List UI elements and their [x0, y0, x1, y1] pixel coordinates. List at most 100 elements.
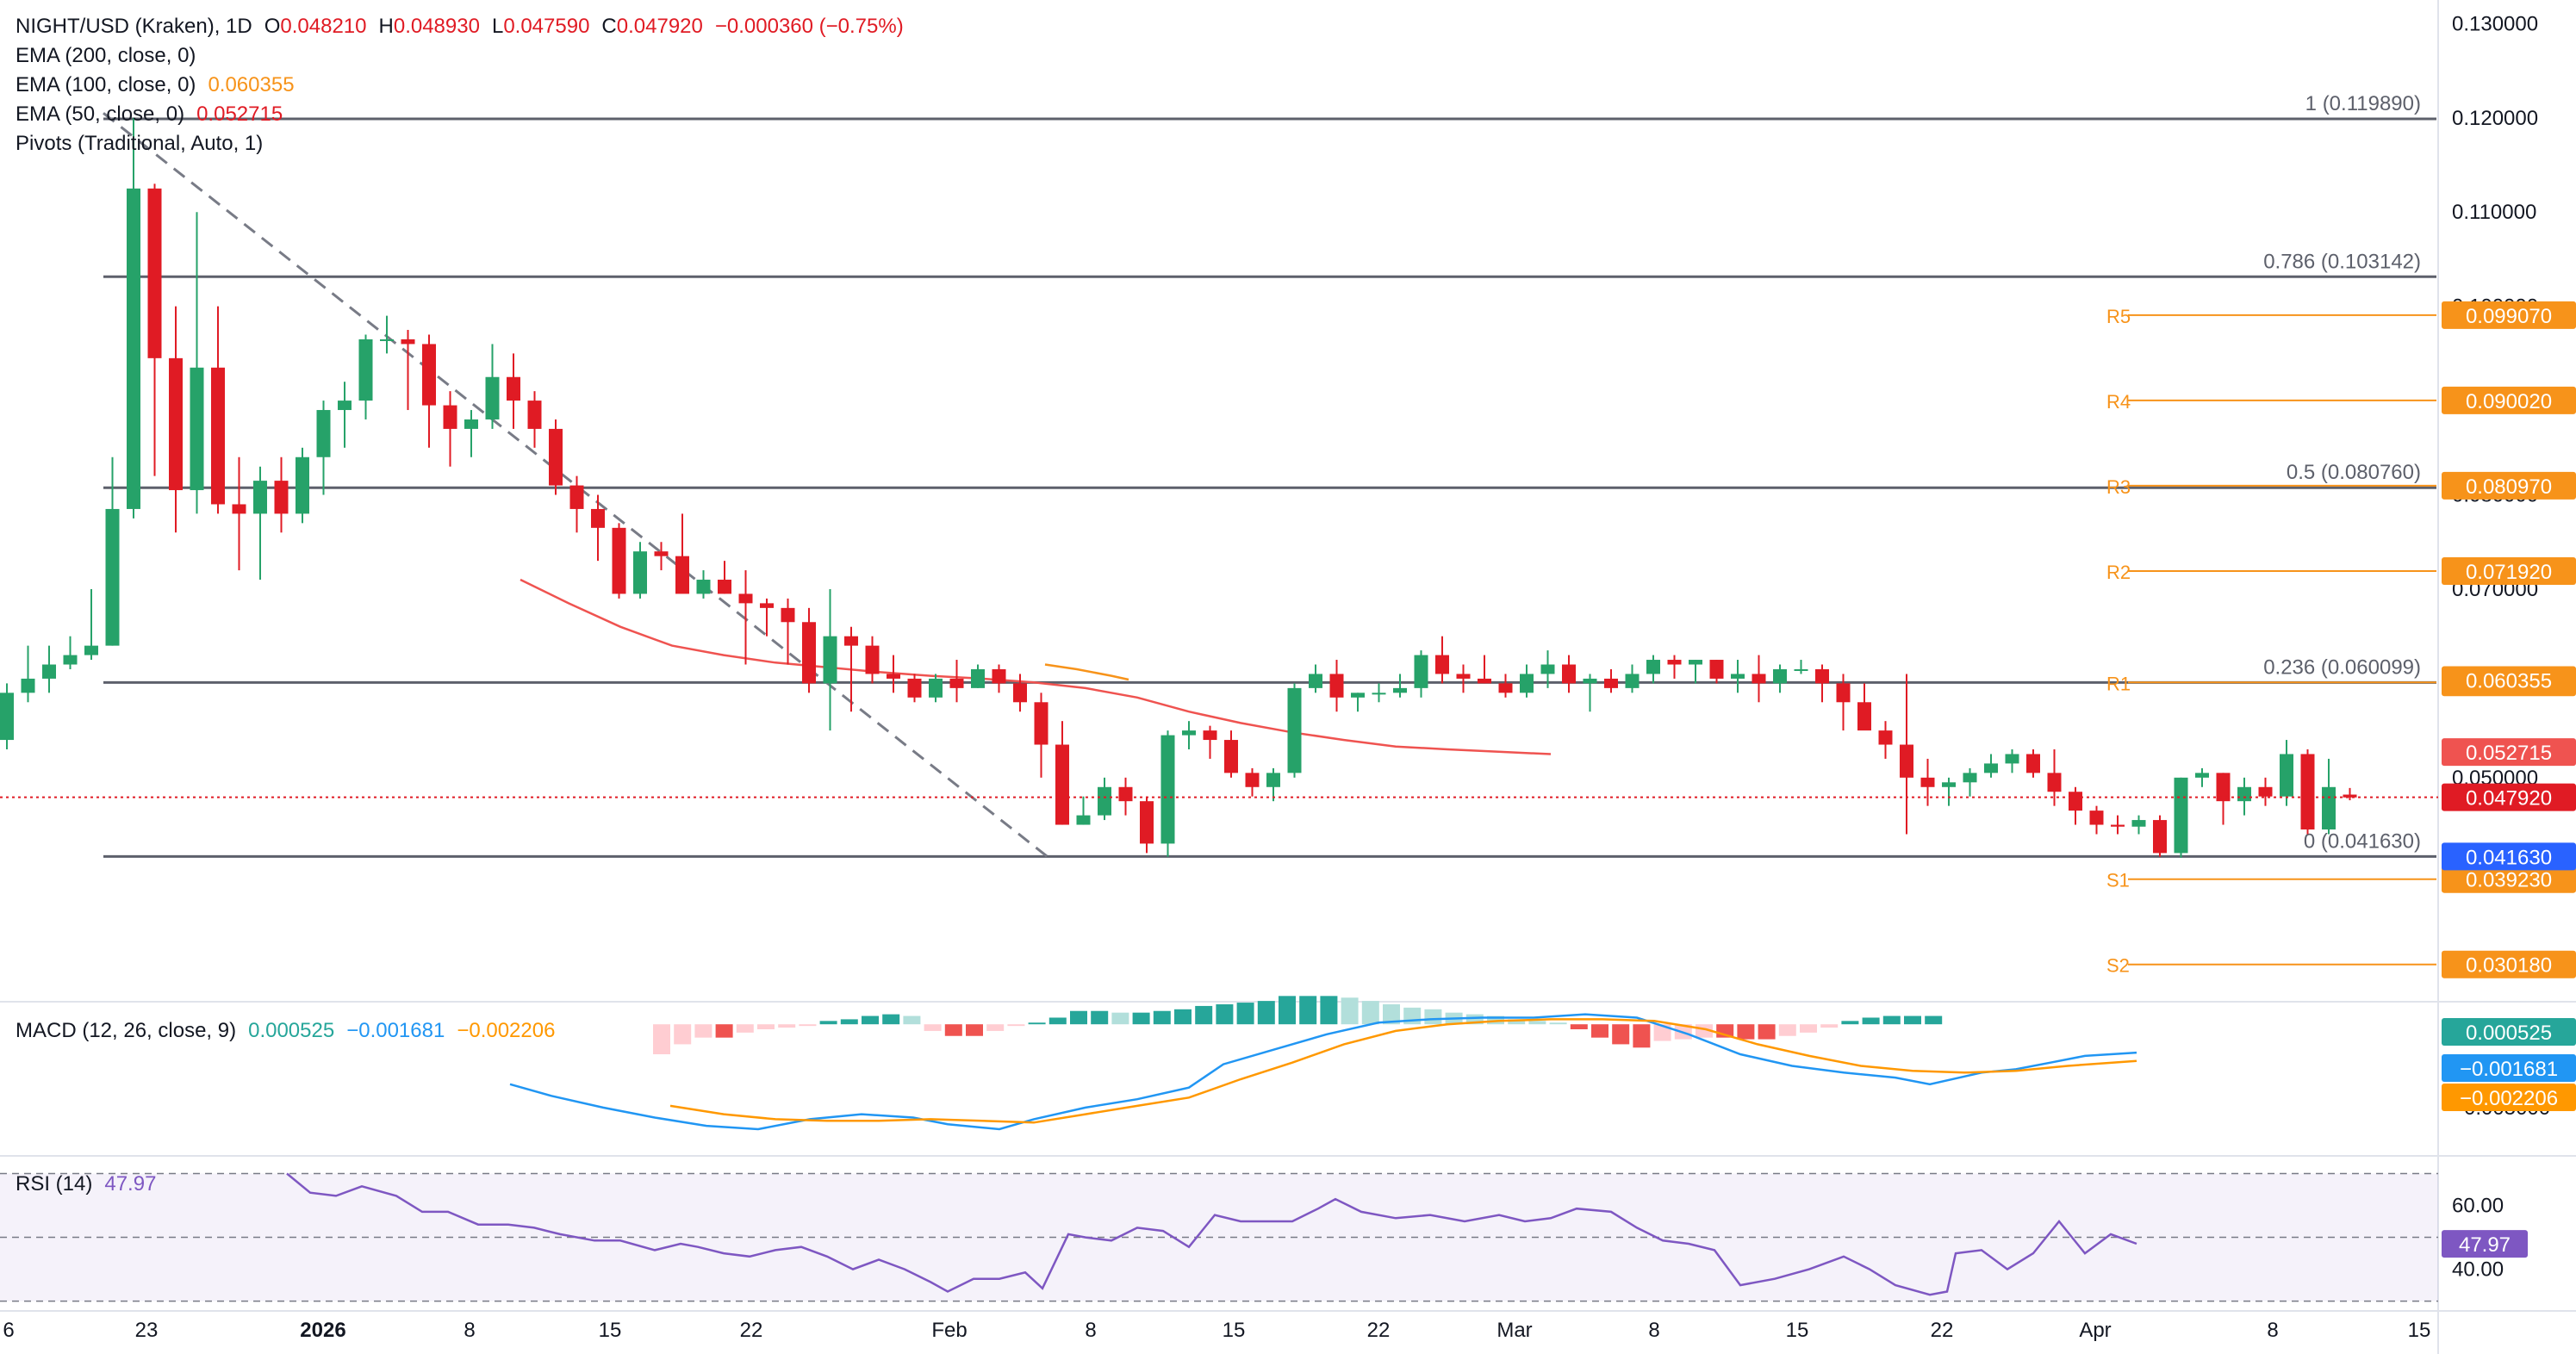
candle	[1478, 655, 1491, 684]
pivot-price-tag	[2442, 301, 2576, 329]
candle	[823, 588, 837, 731]
candle-body	[253, 481, 267, 514]
candle	[2005, 749, 2019, 773]
candle	[887, 655, 900, 693]
pivot-price-tag-text: 0.039230	[2466, 869, 2552, 892]
candle-body	[1414, 655, 1428, 688]
ema100-legend: EMA (100, close, 0) 0.060355	[16, 71, 307, 100]
macd-histogram-bar	[1383, 1004, 1400, 1025]
candle	[1076, 796, 1091, 825]
candle	[1118, 777, 1133, 816]
candle-body	[1900, 744, 1913, 778]
candle-body	[1456, 674, 1471, 679]
price-tick-label: 0.110000	[2452, 201, 2536, 224]
ema50-legend: EMA (50, close, 0) 0.052715	[16, 100, 295, 129]
price-tag-text: 0.060355	[2466, 670, 2552, 693]
candle	[0, 683, 14, 749]
time-axis[interactable]: 6 23 2026 8 15 22 Feb 8 15 22 Mar 8 15 22 Apr 8 15	[0, 1310, 2576, 1342]
open-value: 0.048210	[280, 15, 367, 38]
candle	[21, 645, 35, 703]
ema50-line	[520, 578, 1552, 755]
candle-body	[802, 622, 816, 684]
candle	[1309, 664, 1322, 693]
candle-body	[1752, 674, 1766, 684]
pivots-legend: Pivots (Traditional, Auto, 1)	[16, 129, 275, 158]
candle	[569, 475, 584, 533]
candle-body	[633, 551, 647, 594]
macd-histogram-bar	[986, 1024, 1005, 1031]
macd-histogram-bar	[799, 1024, 817, 1027]
candle	[1160, 730, 1175, 857]
candle	[1942, 777, 1956, 806]
time-tick-label: 15	[599, 1319, 622, 1342]
candle	[1794, 660, 1808, 674]
macd-histogram-bar	[1424, 1009, 1442, 1025]
macd-histogram-bar	[694, 1024, 712, 1038]
candle	[929, 674, 943, 703]
candle-body	[1920, 777, 1935, 787]
macd-histogram-bar	[674, 1024, 692, 1045]
pivot-price-tag-text: 0.030180	[2466, 954, 2552, 978]
candle	[443, 391, 457, 467]
candle-body	[1963, 773, 1977, 783]
pivot-label: S2	[2106, 955, 2130, 977]
macd-pane[interactable]: −0.0050000.000525−0.001681−0.002206	[0, 996, 2576, 1157]
candle-body	[949, 678, 964, 688]
candle	[1815, 664, 1829, 703]
candle	[401, 330, 415, 411]
rsi-value-tag-text: 47.97	[2459, 1233, 2511, 1257]
candle-body	[1076, 815, 1091, 825]
candle-body	[823, 636, 837, 684]
macd-hist-value: 0.000525	[248, 1019, 335, 1042]
candle-body	[2047, 773, 2062, 792]
candle-body	[1224, 740, 1238, 773]
time-tick-label: 2026	[300, 1319, 345, 1342]
price-tick-label: 0.120000	[2452, 107, 2538, 130]
time-tick-label: 15	[1223, 1319, 1246, 1342]
candle-body	[1794, 668, 1808, 671]
macd-histogram-bar	[757, 1024, 775, 1029]
time-tick-label: 6	[3, 1319, 14, 1342]
candle-body	[1266, 773, 1280, 787]
pivots-label: Pivots (Traditional, Auto, 1)	[16, 132, 264, 155]
candle-body	[63, 655, 78, 665]
candle	[612, 523, 626, 599]
candle	[1140, 796, 1154, 854]
ema100-line	[1044, 663, 1129, 681]
macd-histogram-bar	[862, 1016, 879, 1025]
candle	[1540, 650, 1555, 688]
candle	[844, 626, 858, 712]
candle-body	[1329, 674, 1344, 698]
candle-body	[2005, 754, 2019, 764]
candle-body	[2237, 786, 2251, 802]
trendline	[103, 112, 1048, 858]
candle	[316, 401, 331, 495]
candle	[1203, 725, 1217, 759]
candle	[2089, 805, 2104, 835]
macd-histogram-bar	[1800, 1024, 1817, 1033]
macd-histogram-bar	[715, 1024, 733, 1038]
ema200-legend: EMA (200, close, 0)	[16, 41, 208, 71]
candle-body	[865, 645, 880, 674]
macd-histogram-bar	[1549, 1022, 1567, 1025]
candle-body	[1773, 668, 1787, 684]
candle	[127, 117, 140, 519]
candle-body	[760, 603, 774, 608]
macd-histogram-bar	[1633, 1024, 1651, 1048]
candle	[1224, 730, 1238, 778]
candle	[2069, 786, 2082, 825]
candle-body	[1667, 660, 1682, 665]
candle-body	[296, 457, 309, 514]
price-tag-text: 0.052715	[2466, 742, 2552, 765]
pivot-price-tag	[2442, 950, 2576, 978]
candle	[253, 466, 267, 581]
candle-body	[1942, 782, 1956, 787]
candle-body	[696, 580, 711, 594]
candle	[105, 457, 120, 646]
candle-body	[84, 645, 98, 655]
macd-histogram-bar	[1925, 1016, 1943, 1025]
candle-body	[1118, 786, 1133, 802]
